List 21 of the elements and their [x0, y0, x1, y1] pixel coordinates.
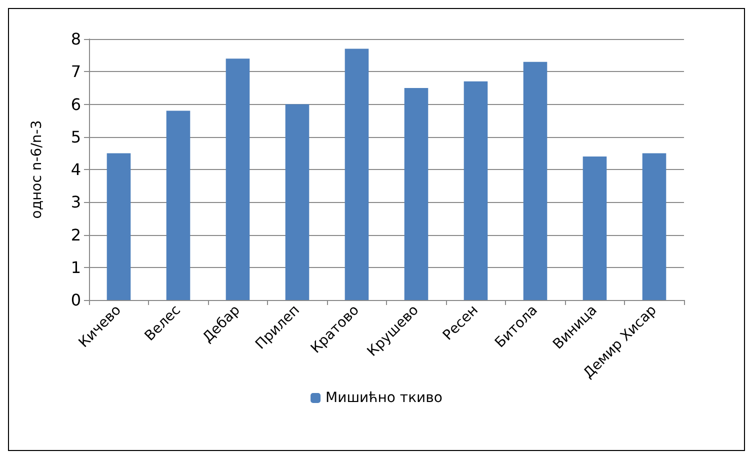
- bar: [166, 110, 190, 300]
- y-tick-label: 8: [70, 30, 81, 48]
- y-tick-label: 1: [70, 258, 81, 277]
- y-tick-label: 2: [70, 225, 81, 244]
- bar: [344, 48, 369, 300]
- bar: [582, 156, 607, 300]
- y-tick-label: 6: [70, 94, 81, 114]
- bar: [404, 88, 428, 300]
- bar: [523, 62, 548, 300]
- y-axis-title: однос n-6/n-3: [29, 120, 45, 219]
- y-tick-label: 3: [70, 192, 81, 212]
- y-tick-label: 7: [70, 62, 81, 82]
- y-tick-label: 0: [70, 290, 81, 310]
- bar: [226, 58, 250, 300]
- bar: [464, 81, 488, 300]
- bar: [642, 153, 666, 300]
- legend-label: Мишићно ткиво: [326, 390, 442, 406]
- bar: [285, 104, 310, 300]
- y-tick-label: 4: [70, 160, 81, 179]
- bar: [106, 153, 131, 300]
- y-tick-label: 5: [70, 127, 81, 146]
